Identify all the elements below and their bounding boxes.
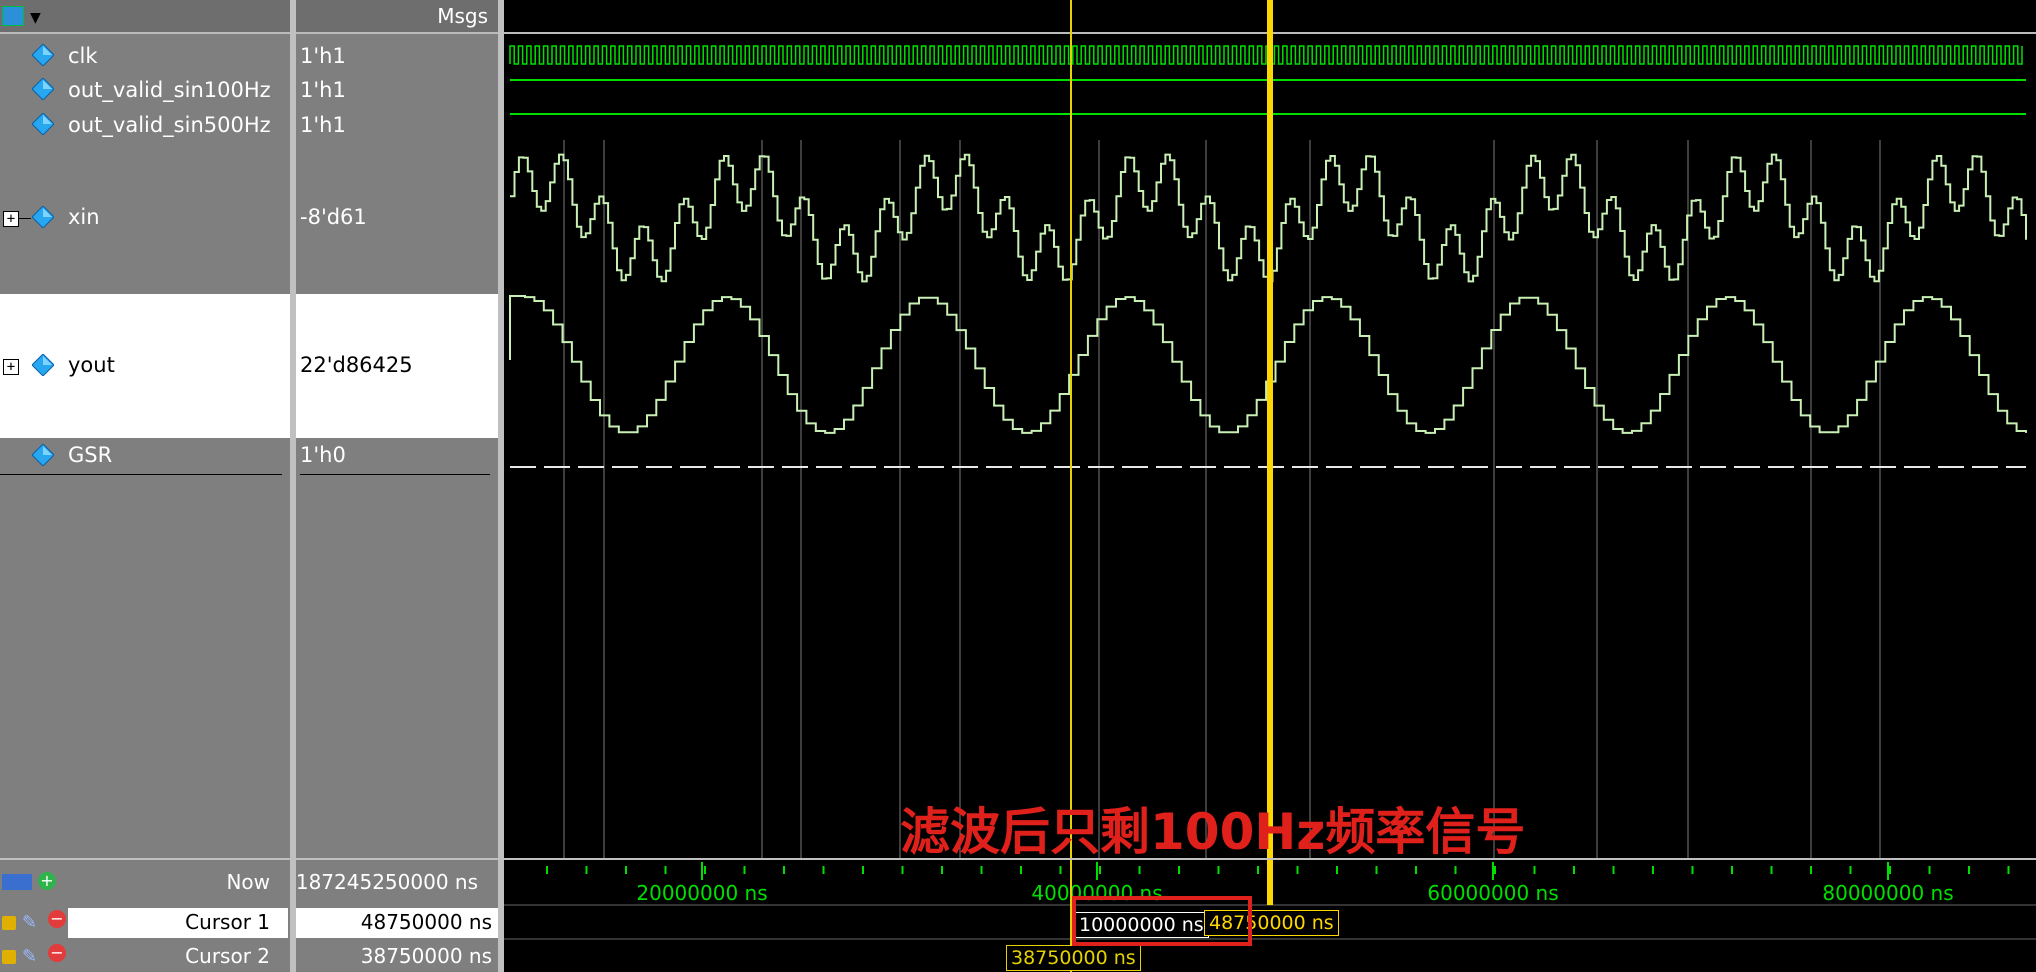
signal-diamond-icon (32, 78, 54, 100)
cursor-2-tag[interactable]: 38750000 ns (1006, 945, 1141, 971)
msgs-header-label: Msgs (437, 4, 488, 28)
expand-icon[interactable]: + (3, 359, 19, 375)
cursor-2-value[interactable]: 38750000 ns (361, 944, 492, 968)
signal-name: xin (68, 205, 100, 229)
tree-connector (19, 218, 31, 219)
chevron-down-icon[interactable]: ▼ (30, 10, 41, 26)
group-divider-names (0, 474, 282, 475)
values-header: Msgs (296, 0, 498, 34)
signal-name: out_valid_sin500Hz (68, 113, 271, 137)
signal-diamond-icon (32, 206, 54, 228)
signal-name: out_valid_sin100Hz (68, 78, 271, 102)
signal-value: 1'h1 (300, 78, 346, 102)
lock-icon[interactable] (2, 916, 16, 930)
timeline-tick-label: 60000000 ns (1427, 881, 1558, 905)
signal-diamond-icon (32, 44, 54, 66)
signal-value: 1'h1 (300, 44, 346, 68)
clk-waveform (510, 46, 2022, 64)
signal-names-header: ▼ (0, 0, 290, 34)
signal-name: GSR (68, 443, 112, 467)
add-cursor-icon[interactable]: + (38, 872, 56, 890)
signal-value: 22'd86425 (300, 353, 413, 377)
timeline-tick-label: 20000000 ns (636, 881, 767, 905)
signal-diamond-icon (32, 444, 54, 466)
wrench-icon[interactable]: ✎ (22, 946, 37, 967)
now-bar-icon[interactable] (2, 874, 32, 890)
signal-diamond-icon (32, 354, 54, 376)
signal-name: yout (68, 353, 115, 377)
highlight-box (1072, 896, 1252, 946)
cursor-2-label[interactable]: Cursor 2 (185, 944, 270, 968)
signal-value: -8'd61 (300, 205, 367, 229)
signal-value: 1'h1 (300, 113, 346, 137)
signal-name: clk (68, 44, 98, 68)
annotation-text: 滤波后只剩100Hz频率信号 (900, 792, 1525, 864)
group-divider-values (300, 474, 490, 475)
signal-diamond-icon (32, 113, 54, 135)
now-label: Now (226, 870, 270, 894)
delete-cursor-icon[interactable]: − (48, 944, 66, 962)
expand-icon[interactable]: + (3, 211, 19, 227)
wrench-icon[interactable]: ✎ (22, 912, 37, 933)
wave-window-icon[interactable] (2, 6, 24, 26)
timeline-tick-label: 80000000 ns (1822, 881, 1953, 905)
lock-icon[interactable] (2, 950, 16, 964)
cursor-1-value[interactable]: 48750000 ns (361, 910, 492, 934)
waveform-canvas[interactable] (504, 0, 2036, 860)
cursor-1-label[interactable]: Cursor 1 (185, 910, 270, 934)
delete-cursor-icon[interactable]: − (48, 910, 66, 928)
now-value: 187245250000 ns (296, 870, 478, 894)
signal-value: 1'h0 (300, 443, 346, 467)
